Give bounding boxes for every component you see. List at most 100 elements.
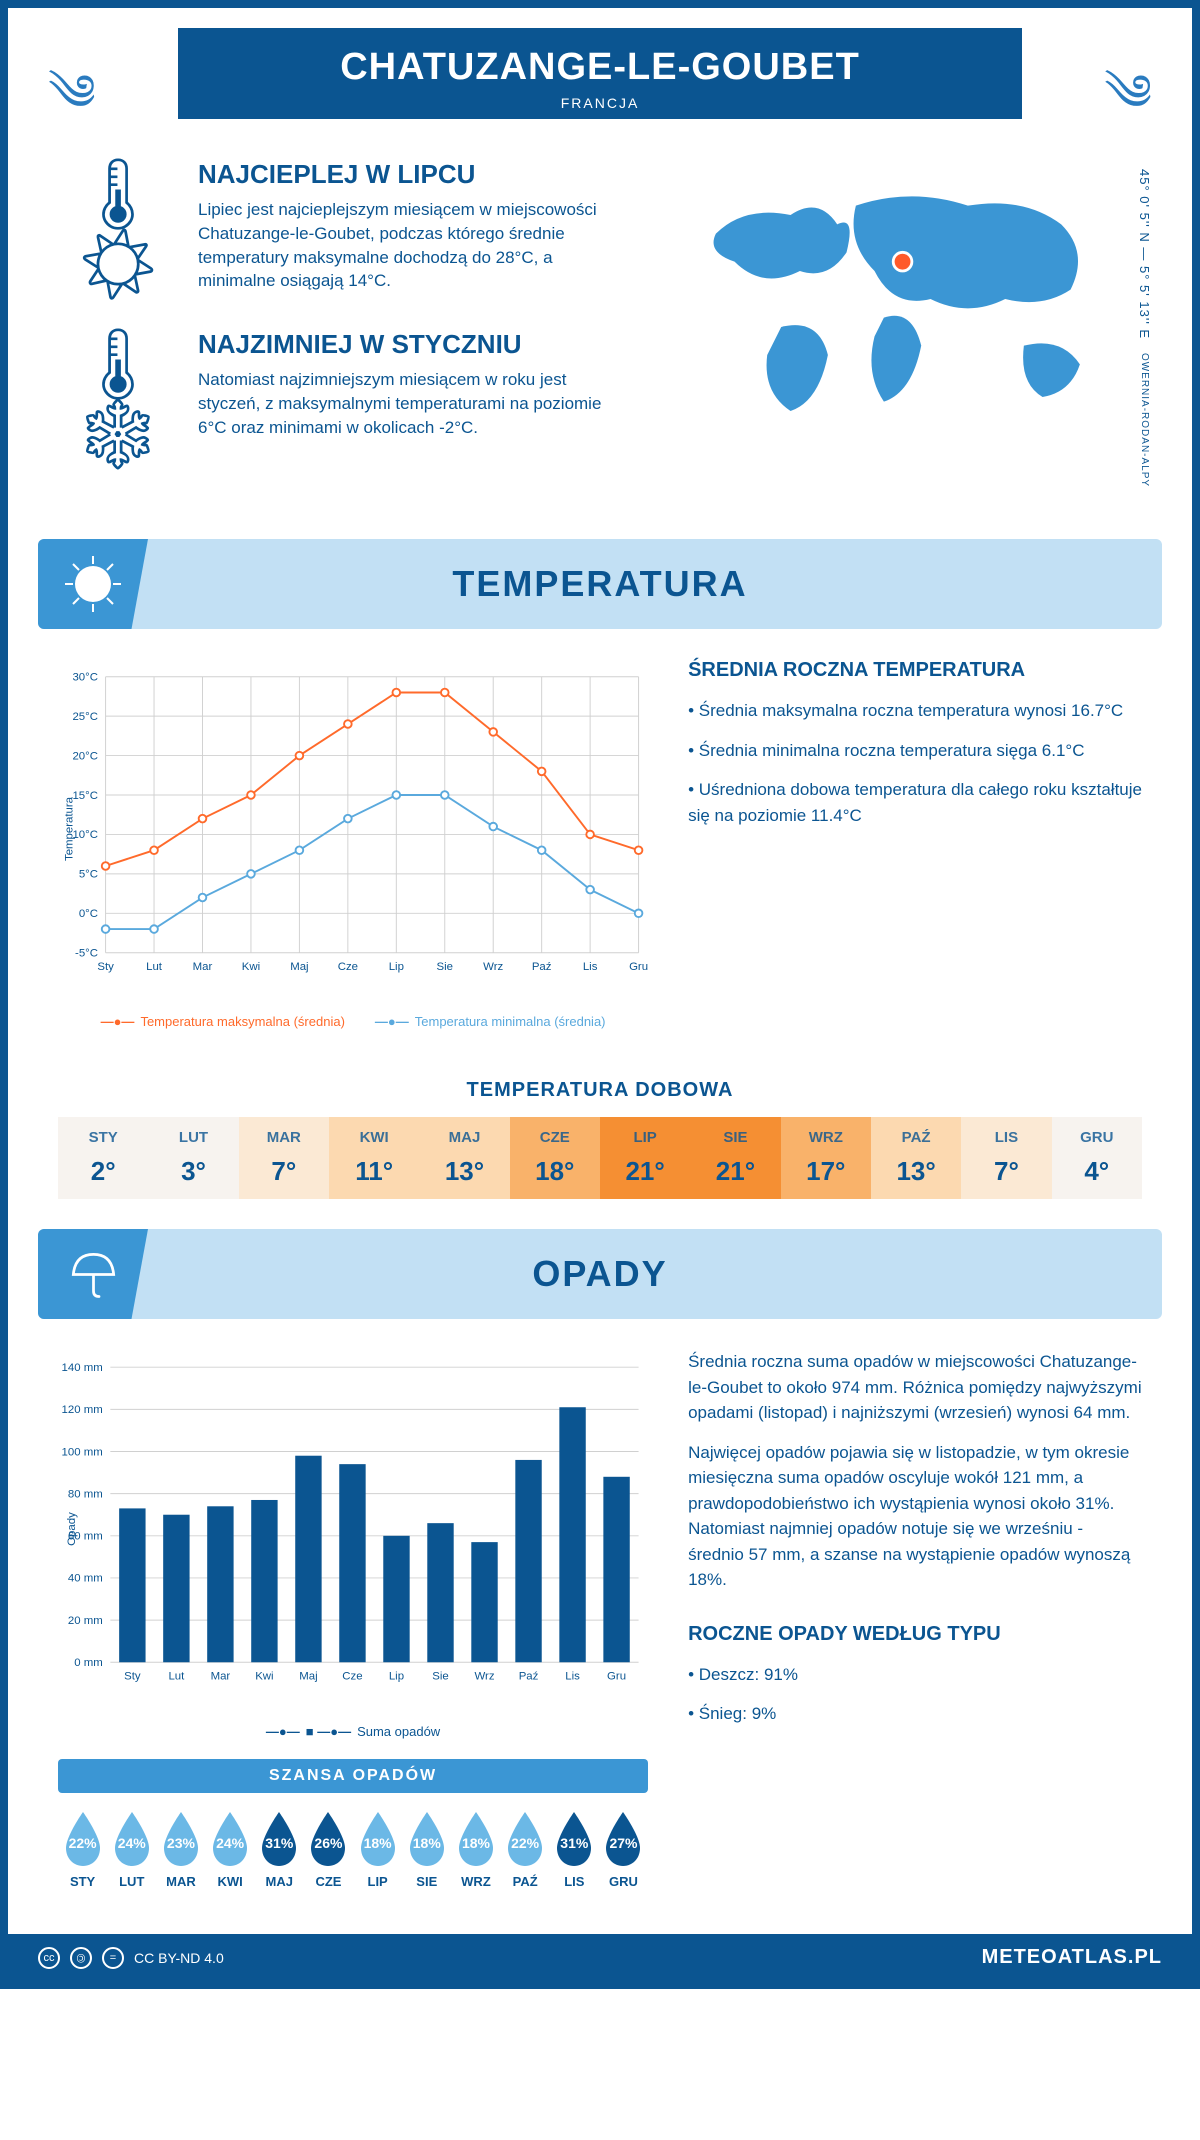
type-bullet: • Deszcz: 91% [688,1662,1142,1688]
svg-text:Wrz: Wrz [483,961,503,973]
svg-text:80 mm: 80 mm [68,1488,103,1500]
svg-text:30°C: 30°C [72,672,98,684]
rain-chance-drop: 22%STY [58,1808,107,1889]
svg-text:Lut: Lut [168,1670,185,1682]
month-cell: STY2° [58,1117,148,1199]
svg-text:25°C: 25°C [72,711,98,723]
temperature-side-text: ŚREDNIA ROCZNA TEMPERATURA • Średnia mak… [688,659,1142,1029]
temp-bullet: • Średnia maksymalna roczna temperatura … [688,698,1142,724]
svg-text:Sty: Sty [97,961,114,973]
rain-chance-drop: 31%MAJ [255,1808,304,1889]
svg-text:10°C: 10°C [72,829,98,841]
rain-chance-drop: 24%LUT [107,1808,156,1889]
country-subtitle: FRANCJA [178,95,1022,111]
svg-text:Mar: Mar [193,961,213,973]
svg-text:Gru: Gru [629,961,648,973]
svg-text:100 mm: 100 mm [62,1446,103,1458]
svg-text:Sie: Sie [437,961,454,973]
svg-text:Lut: Lut [146,961,163,973]
svg-text:Temperatura: Temperatura [63,796,75,861]
month-cell: WRZ17° [781,1117,871,1199]
opady-text-1: Średnia roczna suma opadów w miejscowośc… [688,1349,1142,1426]
svg-text:Sty: Sty [124,1670,141,1682]
month-cell: CZE18° [510,1117,600,1199]
legend-max: Temperatura maksymalna (średnia) [101,1014,345,1029]
precipitation-chance-drops: 22%STY24%LUT23%MAR24%KWI31%MAJ26%CZE18%L… [58,1793,648,1904]
cc-icon: cc [38,1947,60,1969]
svg-text:Mar: Mar [211,1670,231,1682]
wind-icon-left: ༄ [48,38,96,178]
svg-text:Lip: Lip [389,1670,404,1682]
temperature-line-chart: -5°C 0°C 5°C 10°C 15°C 20°C 25°C 30°C Sty Lut Mar K… [58,659,648,999]
legend-min: Temperatura minimalna (średnia) [375,1014,606,1029]
rain-chance-drop: 23%MAR [156,1808,205,1889]
svg-text:15°C: 15°C [72,790,98,802]
svg-text:Lis: Lis [583,961,598,973]
footer: cc 🄯 = CC BY-ND 4.0 METEOATLAS.PL [8,1934,1192,1981]
precipitation-side-text: Średnia roczna suma opadów w miejscowośc… [688,1349,1142,1904]
coordinates: 45° 0' 5'' N — 5° 5' 13'' E OWERNIA-RODA… [1137,169,1152,487]
svg-text:Kwi: Kwi [242,961,260,973]
svg-text:Maj: Maj [299,1670,317,1682]
precipitation-heading: OPADY [148,1253,1162,1295]
svg-text:0 mm: 0 mm [74,1657,103,1669]
svg-text:Maj: Maj [290,961,308,973]
svg-text:Sie: Sie [432,1670,449,1682]
title-bar: CHATUZANGE-LE-GOUBET FRANCJA [178,28,1022,119]
month-cell: LIP21° [600,1117,690,1199]
month-cell: KWI11° [329,1117,419,1199]
svg-text:Cze: Cze [342,1670,362,1682]
svg-text:Cze: Cze [338,961,358,973]
type-bullet: • Śnieg: 9% [688,1701,1142,1727]
drops-title-bar: SZANSA OPADÓW [58,1759,648,1793]
types-title: ROCZNE OPADY WEDŁUG TYPU [688,1623,1142,1646]
svg-text:Paź: Paź [532,961,552,973]
svg-text:5°C: 5°C [79,869,98,881]
month-cell: SIE21° [690,1117,780,1199]
temp-bullet: • Średnia minimalna roczna temperatura s… [688,738,1142,764]
license-text: CC BY-ND 4.0 [134,1950,224,1966]
header: ༄ ༄ CHATUZANGE-LE-GOUBET FRANCJA [8,8,1192,129]
month-cell: MAJ13° [419,1117,509,1199]
nd-icon: = [102,1947,124,1969]
wind-icon-right: ༄ [1104,38,1152,178]
hottest-title: NAJCIEPLEJ W LIPCU [198,159,633,190]
svg-text:Kwi: Kwi [255,1670,273,1682]
svg-text:Paź: Paź [519,1670,539,1682]
world-map [663,159,1142,439]
svg-text:40 mm: 40 mm [68,1573,103,1585]
svg-text:Gru: Gru [607,1670,626,1682]
thermometer-hot-icon: 🌡☀ [58,159,178,299]
location-title: CHATUZANGE-LE-GOUBET [178,46,1022,89]
by-icon: 🄯 [70,1947,92,1969]
rain-chance-drop: 18%WRZ [451,1808,500,1889]
svg-text:-5°C: -5°C [75,948,98,960]
hottest-block: 🌡☀ NAJCIEPLEJ W LIPCU Lipiec jest najcie… [58,159,633,299]
thermometer-cold-icon: 🌡❄ [58,329,178,469]
month-cell: LIS7° [961,1117,1051,1199]
svg-text:Opady: Opady [66,1512,78,1546]
opady-text-2: Najwięcej opadów pojawia się w listopadz… [688,1440,1142,1593]
svg-text:140 mm: 140 mm [62,1362,103,1374]
rain-chance-drop: 18%LIP [353,1808,402,1889]
precipitation-banner: OPADY [38,1229,1162,1319]
precipitation-legend: ■ Suma opadów [58,1724,648,1739]
rain-chance-drop: 22%PAŹ [501,1808,550,1889]
svg-text:120 mm: 120 mm [62,1404,103,1416]
temperature-banner: TEMPERATURA [38,539,1162,629]
sun-icon [38,539,148,629]
avg-annual-title: ŚREDNIA ROCZNA TEMPERATURA [688,659,1142,682]
rain-chance-drop: 18%SIE [402,1808,451,1889]
month-cell: PAŹ13° [871,1117,961,1199]
intro-section: 🌡☀ NAJCIEPLEJ W LIPCU Lipiec jest najcie… [8,129,1192,519]
svg-text:20°C: 20°C [72,750,98,762]
site-name: METEOATLAS.PL [982,1946,1162,1969]
svg-text:0°C: 0°C [79,908,98,920]
rain-chance-drop: 27%GRU [599,1808,648,1889]
svg-text:Wrz: Wrz [474,1670,494,1682]
location-marker [893,252,912,271]
precipitation-bar-chart: 0 mm20 mm40 mm60 mm80 mm100 mm120 mm140 … [58,1349,648,1709]
hottest-text: Lipiec jest najcieplejszym miesiącem w m… [198,198,633,293]
rain-chance-drop: 24%KWI [206,1808,255,1889]
precipitation-row: 0 mm20 mm40 mm60 mm80 mm100 mm120 mm140 … [8,1319,1192,1934]
